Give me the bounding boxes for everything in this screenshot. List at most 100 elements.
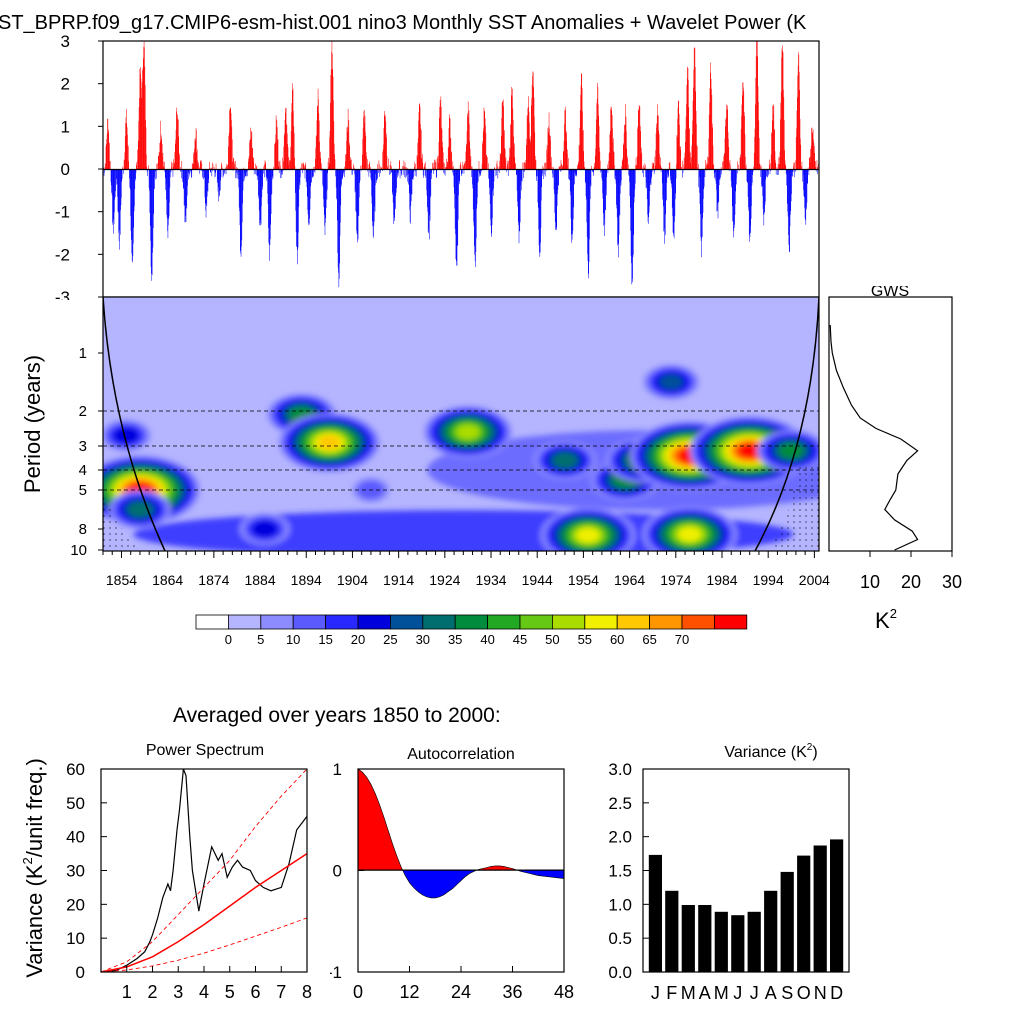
anomaly-bar xyxy=(630,169,632,256)
anomaly-bar xyxy=(624,125,626,169)
wavelet-ytick-label: 4 xyxy=(79,462,87,479)
anomaly-bar xyxy=(599,151,601,169)
anomaly-bar xyxy=(138,121,139,169)
anomaly-bar xyxy=(546,145,548,169)
anomaly-bar xyxy=(740,154,741,169)
anomaly-bar xyxy=(380,166,382,169)
anomaly-bar xyxy=(358,169,360,198)
anomaly-bar xyxy=(264,169,265,178)
anomaly-bar xyxy=(799,118,801,169)
anomaly-bar xyxy=(257,169,259,176)
anomaly-bar xyxy=(184,169,186,223)
anomaly-bar xyxy=(211,167,212,169)
anomaly-bar xyxy=(186,169,187,206)
anomaly-bar xyxy=(786,169,787,186)
autocorrelation-ytick-label: 1 xyxy=(333,760,342,779)
anomaly-bar xyxy=(540,169,541,243)
anomaly-bar xyxy=(620,169,621,183)
anomaly-bar xyxy=(303,165,305,169)
anomaly-bar xyxy=(346,127,348,169)
anomaly-bar xyxy=(484,118,486,169)
anomaly-bar xyxy=(488,169,489,179)
anomaly-bar xyxy=(143,58,144,170)
anomaly-bar xyxy=(727,105,728,169)
anomaly-bar xyxy=(607,169,609,174)
anomaly-bar xyxy=(548,112,550,169)
anomaly-bar xyxy=(695,110,697,169)
anomaly-bar xyxy=(655,165,656,169)
anomaly-bar xyxy=(486,154,487,169)
anomaly-bar xyxy=(251,147,253,169)
anomaly-bar xyxy=(627,158,628,169)
anomaly-bar xyxy=(379,169,380,177)
anomaly-bar xyxy=(758,102,759,169)
anomaly-bar xyxy=(158,156,159,169)
anomaly-bar xyxy=(706,163,708,169)
anomaly-bar xyxy=(494,167,496,169)
anomaly-bar xyxy=(439,99,441,169)
anomaly-bar xyxy=(363,117,364,169)
anomaly-bar xyxy=(317,88,319,169)
anomaly-bar xyxy=(255,163,256,169)
anomaly-bar xyxy=(452,169,453,173)
anomaly-bar xyxy=(401,169,402,176)
colorbar-swatch xyxy=(227,614,262,630)
anomaly-bar xyxy=(662,169,664,195)
anomaly-bar xyxy=(290,160,291,169)
anomaly-bar xyxy=(120,169,122,206)
anomaly-bar xyxy=(748,169,750,211)
anomaly-bar xyxy=(166,169,167,200)
colorbar-swatch xyxy=(422,614,456,630)
anomaly-bar xyxy=(397,169,398,178)
anomaly-bar xyxy=(376,169,377,181)
anomaly-bar xyxy=(362,154,363,169)
anomaly-bar xyxy=(516,169,517,176)
anomaly-bar xyxy=(497,165,498,169)
anomaly-bar xyxy=(507,163,508,169)
anomaly-bar xyxy=(593,169,594,176)
anomaly-bar xyxy=(510,124,511,169)
anomaly-bar xyxy=(367,159,368,169)
anomaly-bar xyxy=(356,169,357,231)
anomaly-bar xyxy=(813,142,815,169)
anomaly-bar xyxy=(308,169,309,223)
anomaly-bar xyxy=(696,145,698,169)
anomaly-bar xyxy=(785,164,786,169)
anomaly-bar xyxy=(226,166,227,169)
anomaly-bar xyxy=(305,164,306,169)
anomaly-bar xyxy=(397,169,399,176)
anomaly-bar xyxy=(521,169,523,182)
anomaly-bar xyxy=(149,169,150,191)
wavelet-ytick-label: 1 xyxy=(79,345,87,362)
anomaly-bar xyxy=(781,48,783,169)
anomaly-bar xyxy=(457,169,459,220)
anomaly-bar xyxy=(409,169,410,210)
anomaly-bar xyxy=(623,132,625,169)
anomaly-bar xyxy=(104,163,106,169)
anomaly-bar xyxy=(663,169,665,232)
anomaly-bar xyxy=(634,169,636,190)
wavelet-xtick-label: 1994 xyxy=(753,572,784,588)
anomaly-bar xyxy=(497,169,499,179)
anomaly-bar xyxy=(581,73,583,169)
anomaly-bar xyxy=(767,169,768,172)
anomaly-bar xyxy=(771,132,772,169)
anomaly-bar xyxy=(420,130,422,169)
anomaly-bar xyxy=(554,169,556,213)
anomaly-bar xyxy=(664,169,665,244)
anomaly-bar xyxy=(319,141,320,169)
anomaly-bar xyxy=(153,169,155,189)
anomaly-bar xyxy=(208,169,210,184)
anomaly-bar xyxy=(365,131,366,169)
anomaly-bar xyxy=(614,169,616,180)
anomaly-bar xyxy=(210,167,212,169)
anomaly-bar xyxy=(139,97,140,169)
anomaly-bar xyxy=(509,157,510,169)
colorbar-label: 45 xyxy=(513,632,527,647)
anomaly-bar xyxy=(229,109,230,169)
anomaly-bar xyxy=(788,169,790,245)
wavelet-frame xyxy=(102,296,820,552)
anomaly-bar xyxy=(748,169,749,208)
anomaly-bar xyxy=(478,161,480,169)
anomaly-bar xyxy=(369,163,370,169)
